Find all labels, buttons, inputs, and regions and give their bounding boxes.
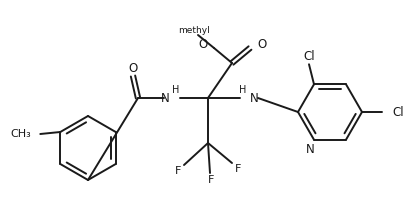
Text: F: F (208, 175, 214, 185)
Text: F: F (235, 164, 241, 174)
Text: Cl: Cl (392, 105, 404, 118)
Text: O: O (199, 38, 208, 50)
Text: methyl: methyl (178, 25, 210, 34)
Text: N: N (161, 92, 170, 105)
Text: Cl: Cl (303, 50, 315, 63)
Text: O: O (129, 62, 138, 75)
Text: H: H (172, 85, 180, 95)
Text: O: O (257, 38, 266, 50)
Text: CH₃: CH₃ (11, 129, 31, 139)
Text: F: F (175, 166, 181, 176)
Text: N: N (250, 92, 259, 105)
Text: N: N (306, 143, 314, 156)
Text: H: H (239, 85, 247, 95)
